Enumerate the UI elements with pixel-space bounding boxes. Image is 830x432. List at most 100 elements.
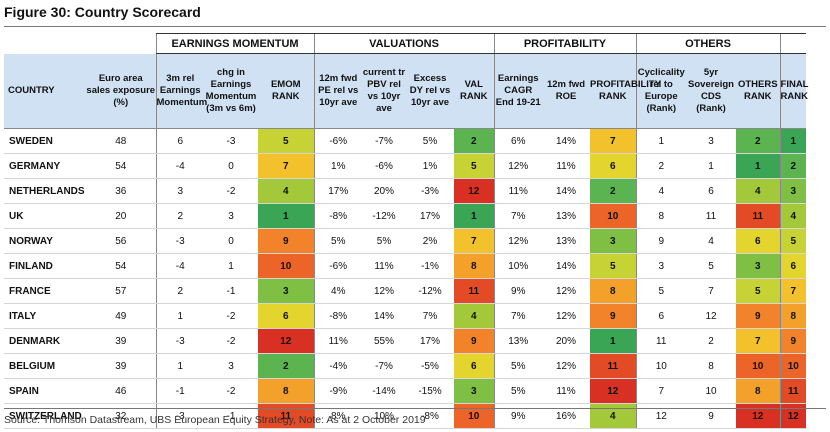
value-cell: -12%: [406, 278, 454, 304]
rank-cell: 3: [454, 378, 494, 404]
value-cell: 48: [86, 128, 156, 154]
value-cell: 12: [635, 403, 686, 429]
value-cell: 2%: [406, 228, 454, 254]
value-cell: 2: [155, 203, 204, 229]
rank-cell: 9: [454, 328, 494, 354]
value-cell: 7: [635, 378, 686, 404]
value-cell: 6: [686, 178, 736, 204]
column-header: PROFITABILITY RANK: [590, 53, 661, 129]
value-cell: 10: [635, 353, 686, 379]
rank-cell: 12: [736, 403, 781, 429]
value-cell: 4: [686, 228, 736, 254]
value-cell: 6: [635, 303, 686, 329]
value-cell: 2: [635, 153, 686, 179]
rank-cell: 5: [736, 278, 781, 304]
rank-cell: 7: [590, 128, 636, 154]
rank-cell: 1: [779, 128, 807, 154]
value-cell: 14%: [542, 128, 590, 154]
column-header: VAL RANK: [454, 53, 494, 129]
rank-cell: 9: [779, 328, 807, 354]
rank-cell: 10: [454, 403, 494, 429]
value-cell: 3: [155, 178, 204, 204]
value-cell: 9: [635, 228, 686, 254]
value-cell: 1: [204, 253, 258, 279]
value-cell: 5%: [493, 353, 542, 379]
column-header: FINAL RANK: [779, 53, 808, 129]
table-row: UK 20 2 3 1 -8% -12% 17% 1 7% 13% 10 8 11 11 4: [4, 203, 807, 229]
scorecard-table: EARNINGS MOMENTUM VALUATIONS PROFITABILI…: [4, 33, 808, 429]
country-name: ITALY: [4, 303, 86, 329]
column-header: Excess DY rel vs 10yr ave: [406, 53, 454, 129]
group-header-row: EARNINGS MOMENTUM VALUATIONS PROFITABILI…: [4, 33, 807, 54]
value-cell: 1: [686, 153, 736, 179]
value-cell: 39: [86, 328, 156, 354]
rank-cell: 6: [736, 228, 781, 254]
value-cell: 5: [686, 253, 736, 279]
country-name: SWEDEN: [4, 128, 86, 154]
rank-cell: 11: [258, 403, 314, 429]
value-cell: -5%: [406, 353, 454, 379]
rank-cell: 5: [590, 253, 636, 279]
table-row: FRANCE 57 2 -1 3 4% 12% -12% 11 9% 12% 8 5 7 5 7: [4, 278, 807, 304]
country-name: SWITZERLAND: [4, 403, 86, 429]
rank-cell: 10: [590, 203, 636, 229]
value-cell: -2: [204, 378, 258, 404]
value-cell: 11%: [313, 328, 362, 354]
rank-cell: 10: [736, 353, 781, 379]
value-cell: 16%: [542, 403, 590, 429]
rank-cell: 5: [779, 228, 807, 254]
value-cell: 9%: [493, 278, 542, 304]
rank-cell: 7: [779, 278, 807, 304]
value-cell: 11%: [493, 178, 542, 204]
value-cell: 10%: [362, 403, 406, 429]
value-cell: 10%: [493, 253, 542, 279]
rank-cell: 7: [736, 328, 781, 354]
rank-cell: 8: [590, 278, 636, 304]
group-others: OTHERS: [635, 33, 781, 54]
value-cell: -9%: [313, 378, 362, 404]
rank-cell: 8: [258, 378, 314, 404]
group-profitability: PROFITABILITY: [493, 33, 636, 54]
rank-cell: 2: [779, 153, 807, 179]
column-header: current tr PBV rel vs 10yr ave: [362, 53, 406, 129]
rank-cell: 8: [779, 303, 807, 329]
value-cell: 5: [635, 278, 686, 304]
value-cell: -6%: [313, 128, 362, 154]
value-cell: 11: [686, 203, 736, 229]
value-cell: 54: [86, 253, 156, 279]
value-cell: 6%: [493, 128, 542, 154]
table-body: SWEDEN 48 6 -3 5 -6% -7% 5% 2 6% 14% 7 1 3 2 1 GERMANY 54…: [4, 128, 807, 429]
value-cell: 3: [204, 203, 258, 229]
value-cell: -4%: [313, 353, 362, 379]
rank-cell: 6: [779, 253, 807, 279]
rank-cell: 11: [736, 203, 781, 229]
column-header: 3m rel Earnings Momentum: [155, 53, 207, 129]
value-cell: 13%: [542, 228, 590, 254]
group-earnings-momentum: EARNINGS MOMENTUM: [155, 33, 314, 54]
column-header: EMOM RANK: [258, 53, 314, 129]
value-cell: 0: [204, 153, 258, 179]
rank-cell: 1: [736, 153, 781, 179]
rank-cell: 12: [590, 378, 636, 404]
value-cell: 4%: [313, 278, 362, 304]
column-header-row: COUNTRY Euro area sales exposure (%) 3m re…: [4, 53, 808, 129]
value-cell: 17%: [313, 178, 362, 204]
value-cell: 7%: [493, 303, 542, 329]
value-cell: 8%: [313, 403, 362, 429]
column-header: chg in Earnings Momentum (3m vs 6m): [204, 53, 258, 129]
rank-cell: 2: [454, 128, 494, 154]
rank-cell: 9: [258, 228, 314, 254]
value-cell: 11%: [542, 153, 590, 179]
rank-cell: 7: [258, 153, 314, 179]
value-cell: -6%: [313, 253, 362, 279]
value-cell: -3%: [406, 178, 454, 204]
value-cell: 5%: [493, 378, 542, 404]
rank-cell: 4: [454, 303, 494, 329]
country-name: GERMANY: [4, 153, 86, 179]
rank-cell: 4: [779, 203, 807, 229]
value-cell: -3: [155, 403, 204, 429]
table-row: FINLAND 54 -4 1 10 -6% 11% -1% 8 10% 14% 5 3 5 3 6: [4, 253, 807, 279]
value-cell: 36: [86, 178, 156, 204]
column-header: Euro area sales exposure (%): [86, 53, 156, 129]
value-cell: 8: [635, 203, 686, 229]
